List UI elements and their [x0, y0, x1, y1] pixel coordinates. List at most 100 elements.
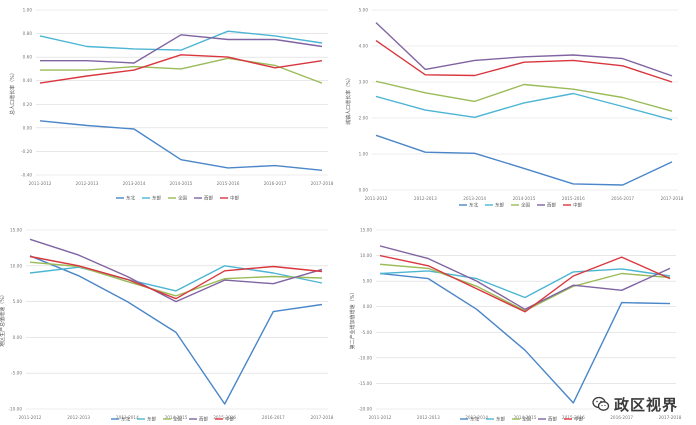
legend-item: 全国	[512, 416, 531, 423]
series-line-中部	[379, 254, 671, 313]
x-tick-label: 2011-2012	[29, 181, 52, 186]
series-line-西部	[29, 238, 323, 303]
legend-item: 全国	[511, 202, 530, 209]
x-tick-label: 2012-2013	[417, 415, 440, 420]
series-line-中部	[39, 54, 323, 84]
legend-label: 全国	[178, 195, 187, 202]
y-axis-title: 总人口增长率（%）	[9, 70, 16, 115]
y-tick-label: 0.60	[23, 55, 33, 60]
series-line-东北	[29, 255, 323, 405]
y-tick-label: 5.00	[363, 279, 373, 284]
y-tick-label: 4.00	[359, 44, 369, 49]
x-tick-label: 2017-2018	[311, 415, 334, 420]
x-tick-label: 2014-2015	[170, 181, 193, 186]
legend-label: 全国	[173, 416, 182, 423]
legend-item: 中部	[564, 416, 583, 423]
x-tick-label: 2012-2013	[67, 415, 90, 420]
series-line-全国	[40, 57, 323, 84]
legend-item: 中部	[563, 202, 582, 209]
series-line-东部	[39, 30, 323, 51]
y-axis-title: 第二产业增加值增速（%）	[349, 290, 356, 350]
legend-item: 东部	[485, 202, 504, 209]
legend-label: 西部	[199, 416, 208, 423]
x-tick-label: 2012-2013	[414, 196, 437, 201]
legend-label: 东北	[126, 195, 135, 202]
y-tick-label: 2.00	[359, 116, 369, 121]
y-tick-label: 10.00	[360, 253, 372, 258]
series-line-东北	[39, 120, 323, 171]
legend-item: 中部	[215, 416, 234, 423]
line-chart-3: -10.00 -5.00 0.00 5.00 10.00 15.00 2011-2012 20…	[0, 228, 334, 423]
x-tick-label: 2013-2014	[465, 415, 488, 420]
y-tick-label: 0.20	[23, 102, 33, 107]
x-tick-label: 2015-2016	[213, 415, 236, 420]
series-line-中部	[375, 40, 673, 83]
series-line-东部	[379, 268, 671, 299]
x-tick-label: 2013-2014	[116, 415, 139, 420]
legend-label: 全国	[521, 202, 530, 209]
legend-item: 全国	[163, 416, 182, 423]
x-tick-label: 2011-2012	[369, 415, 392, 420]
legend-item: 东北	[459, 202, 478, 209]
legend-item: 东部	[142, 195, 161, 202]
y-tick-label: 0.40	[23, 78, 33, 83]
x-tick-label: 2017-2018	[659, 415, 682, 420]
legend-item: 西部	[194, 195, 213, 202]
y-tick-label: 1.00	[23, 8, 33, 13]
legend-label: 中部	[230, 195, 239, 202]
y-tick-label: -5.00	[11, 371, 22, 376]
legend-label: 东北	[470, 416, 479, 423]
line-chart-4: -20.00 -15.00 -10.00 -5.00 0.00 5.00 10.00 15.0…	[349, 228, 682, 423]
legend-item: 西部	[537, 202, 556, 209]
legend-item: 东部	[137, 416, 156, 423]
x-tick-label: 2016-2017	[262, 415, 285, 420]
y-tick-label: -10.00	[359, 355, 373, 360]
x-tick-label: 2016-2017	[264, 181, 287, 186]
series-line-东北	[379, 272, 671, 404]
y-tick-label: -0.20	[21, 149, 32, 154]
legend-label: 中部	[574, 416, 583, 423]
y-tick-label: 1.00	[359, 152, 369, 157]
legend-item: 全国	[168, 195, 187, 202]
series-line-东北	[375, 134, 673, 186]
y-tick-label: 15.00	[10, 228, 22, 233]
x-tick-label: 2015-2016	[562, 415, 585, 420]
y-tick-label: 10.00	[10, 263, 22, 268]
legend-label: 东部	[496, 416, 505, 423]
series-line-西部	[375, 22, 673, 77]
line-chart-2: 0.00 1.00 2.00 3.00 4.00 5.00 2011-2012 2012-20…	[345, 8, 684, 209]
legend-label: 西部	[548, 416, 557, 423]
y-axis-title: 地区生产总值增速（%）	[0, 292, 6, 347]
legend-label: 东北	[121, 416, 130, 423]
x-tick-label: 2016-2017	[611, 196, 634, 201]
legend-label: 中部	[573, 202, 582, 209]
y-tick-label: 5.00	[359, 8, 369, 13]
series-line-全国	[379, 263, 671, 312]
legend-item: 东北	[111, 416, 130, 423]
y-tick-label: 0.00	[363, 304, 373, 309]
legend-item: 西部	[538, 416, 557, 423]
y-tick-label: -0.40	[21, 173, 32, 178]
y-tick-label: 0.00	[13, 335, 23, 340]
x-tick-label: 2011-2012	[19, 415, 42, 420]
legend-item: 东北	[460, 416, 479, 423]
x-tick-label: 2013-2014	[463, 196, 486, 201]
y-tick-label: 3.00	[359, 80, 369, 85]
legend-label: 西部	[204, 195, 213, 202]
series-line-中部	[29, 255, 323, 300]
legend-item: 西部	[189, 416, 208, 423]
legend-label: 东部	[495, 202, 504, 209]
legend-label: 中部	[225, 416, 234, 423]
x-tick-label: 2015-2016	[217, 181, 240, 186]
y-tick-label: 0.80	[23, 31, 33, 36]
y-axis-title: 城镇人口增长率（%）	[345, 75, 352, 125]
series-line-东部	[375, 92, 673, 121]
legend-label: 东部	[152, 195, 161, 202]
legend-label: 东北	[469, 202, 478, 209]
watermark-text: 政区视界	[613, 395, 678, 414]
x-tick-label: 2014-2015	[513, 196, 536, 201]
x-tick-label: 2011-2012	[365, 196, 388, 201]
legend-label: 东部	[147, 416, 156, 423]
wechat-icon	[592, 396, 610, 411]
